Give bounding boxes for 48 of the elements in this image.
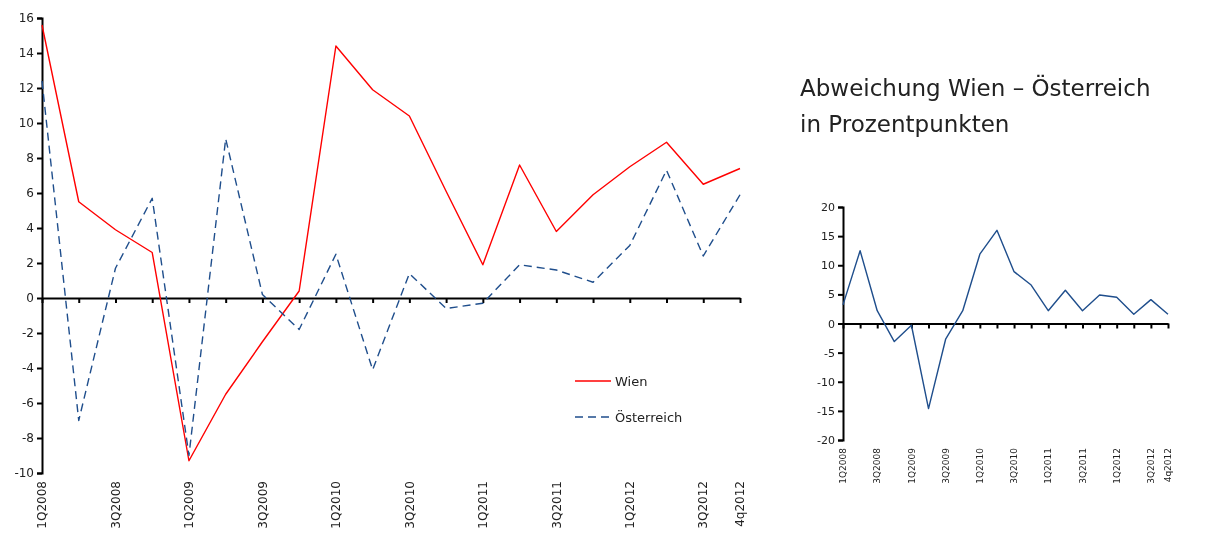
y-tick-label: -10 bbox=[14, 466, 34, 481]
y-tick-label: -6 bbox=[22, 396, 34, 411]
x-tick-label: 3Q2011 bbox=[549, 481, 564, 529]
x-tick-label: 1Q2011 bbox=[476, 481, 491, 529]
x-tick-label: 3Q2009 bbox=[940, 447, 951, 484]
x-tick-label: 1Q2012 bbox=[622, 481, 637, 529]
x-tick-label: 1Q2010 bbox=[329, 481, 344, 529]
x-tick-label: 1Q2008 bbox=[838, 447, 849, 484]
y-tick-label: -10 bbox=[817, 375, 835, 389]
x-tick-label: 1Q2012 bbox=[1111, 448, 1122, 484]
x-tick-label: 3Q2008 bbox=[108, 481, 123, 529]
y-tick-label: 5 bbox=[828, 288, 835, 302]
y-tick-label: -15 bbox=[817, 404, 835, 418]
x-tick-label: 4q2012 bbox=[733, 481, 748, 527]
y-tick-label: -20 bbox=[817, 434, 835, 448]
y-tick-label: 12 bbox=[18, 81, 34, 96]
x-tick-label: 3Q2012 bbox=[1146, 448, 1157, 484]
y-tick-label: -8 bbox=[22, 431, 34, 446]
x-tick-label: 1Q2011 bbox=[1043, 448, 1054, 484]
chart-title: Abweichung Wien – Österreich in Prozentpunkten bbox=[800, 74, 1151, 137]
y-tick-label: -4 bbox=[22, 361, 34, 376]
y-tick-label: 16 bbox=[18, 11, 34, 26]
legend-label: Wien bbox=[615, 373, 648, 389]
y-tick-label: 8 bbox=[26, 151, 34, 166]
y-tick-label: 6 bbox=[26, 186, 34, 201]
y-tick-label: 14 bbox=[18, 46, 34, 61]
x-tick-label: 4q2012 bbox=[1163, 448, 1174, 483]
x-tick-label: 1Q2008 bbox=[35, 481, 50, 529]
x-tick-label: 1Q2009 bbox=[906, 447, 917, 484]
y-tick-label: 15 bbox=[821, 230, 835, 244]
x-tick-label: 3Q2010 bbox=[1009, 447, 1020, 484]
y-tick-label: 0 bbox=[828, 317, 835, 331]
y-tick-label: 0 bbox=[26, 291, 34, 306]
x-tick-label: 1Q2010 bbox=[974, 447, 985, 484]
y-tick-label: 2 bbox=[26, 256, 34, 271]
y-tick-label: 10 bbox=[18, 116, 34, 131]
y-tick-label: 4 bbox=[26, 221, 34, 236]
y-tick-label: 10 bbox=[821, 259, 835, 273]
x-tick-label: 3Q2010 bbox=[402, 481, 417, 529]
legend-label: Österreich bbox=[615, 408, 683, 425]
x-tick-label: 1Q2009 bbox=[182, 481, 197, 529]
x-tick-label: 3Q2011 bbox=[1077, 448, 1088, 484]
y-tick-label: -5 bbox=[824, 346, 835, 360]
y-tick-label: 20 bbox=[821, 201, 835, 215]
x-tick-label: 3Q2008 bbox=[872, 447, 883, 484]
y-tick-label: -2 bbox=[22, 326, 34, 341]
x-tick-label: 3Q2012 bbox=[696, 481, 711, 529]
x-tick-label: 3Q2009 bbox=[255, 481, 270, 529]
